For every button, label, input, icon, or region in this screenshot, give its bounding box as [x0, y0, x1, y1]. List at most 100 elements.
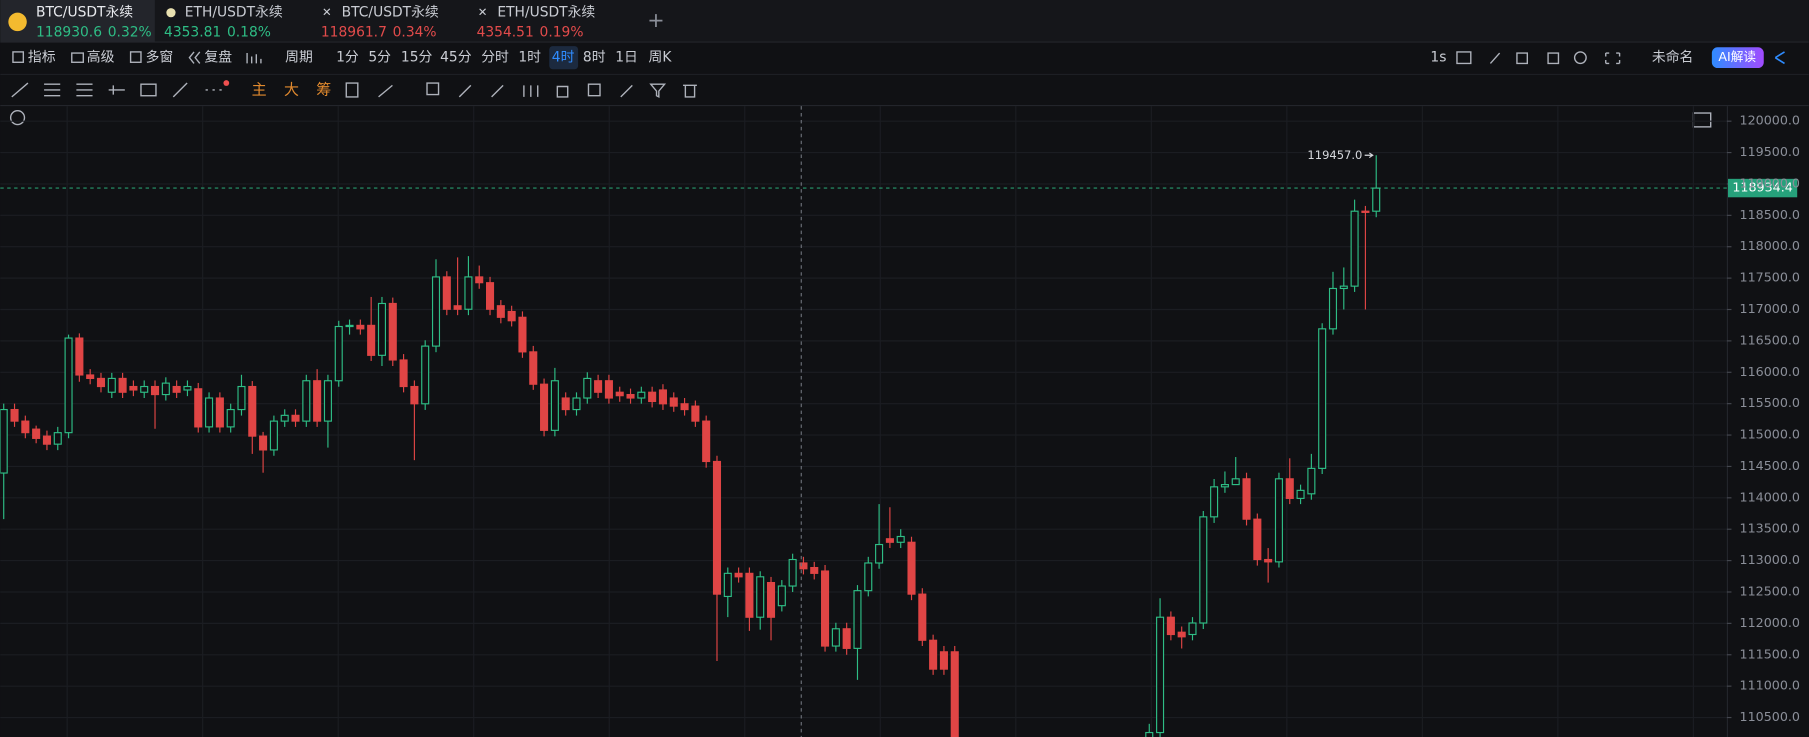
- candle-body: [1318, 328, 1327, 469]
- candle-body: [64, 337, 73, 434]
- y-tick-label: 112000.0: [1740, 615, 1800, 630]
- add-tab[interactable]: +: [647, 8, 664, 32]
- icon[interactable]: [1573, 51, 1587, 65]
- y-tick-label: 119500.0: [1740, 144, 1800, 159]
- period[interactable]: 5分: [368, 50, 391, 66]
- period[interactable]: 1时: [518, 50, 541, 66]
- period[interactable]: 4时: [552, 50, 575, 66]
- period[interactable]: 周K: [649, 50, 673, 66]
- period[interactable]: 45分: [440, 50, 472, 66]
- period[interactable]: 1日: [615, 50, 638, 66]
- tab-symbol[interactable]: BTC/USDT永续: [342, 5, 439, 21]
- share-icon[interactable]: [1774, 51, 1785, 65]
- close-icon[interactable]: ✕: [478, 5, 488, 19]
- draw-icon[interactable]: [426, 82, 697, 99]
- tab-symbol[interactable]: BTC/USDT永续: [36, 5, 133, 21]
- icon[interactable]: [1456, 51, 1621, 65]
- candle-body: [32, 428, 41, 439]
- period[interactable]: 15分: [401, 50, 433, 66]
- candle-body: [86, 374, 95, 380]
- indicator-toggle[interactable]: 主: [252, 80, 267, 98]
- candle-body: [150, 385, 160, 396]
- candle-body: [1242, 478, 1251, 520]
- indicator-toggle[interactable]: 大: [284, 80, 299, 98]
- high-arrow: [1364, 152, 1374, 159]
- toolbar-item[interactable]: 复盘: [204, 49, 232, 66]
- candle-body: [215, 397, 224, 428]
- tab-price: 118961.7: [321, 24, 387, 40]
- draw-icon[interactable]: [140, 83, 157, 97]
- y-tick-label: 118000.0: [1740, 238, 1800, 253]
- candle-body: [237, 385, 246, 411]
- layout-name[interactable]: 未命名: [1652, 49, 1693, 66]
- candle-body: [194, 388, 203, 428]
- y-tick-label: 117500.0: [1740, 270, 1800, 285]
- candle-body: [205, 397, 214, 428]
- y-tick-label: 115000.0: [1740, 427, 1800, 442]
- icon[interactable]: [246, 53, 262, 64]
- icon[interactable]: [71, 52, 84, 63]
- candle-body: [431, 276, 441, 347]
- period[interactable]: 分时: [481, 50, 509, 66]
- candle-body: [950, 651, 959, 737]
- candle-body: [712, 460, 722, 595]
- ai-button[interactable]: AI解读: [1718, 49, 1756, 64]
- toolbar-right[interactable]: 1s: [1430, 50, 1446, 66]
- candle-body: [864, 562, 873, 592]
- candle-body: [280, 414, 289, 422]
- candle-body: [1188, 622, 1197, 636]
- toolbar-item[interactable]: 多窗: [146, 49, 174, 66]
- candle-body: [680, 403, 689, 411]
- period[interactable]: 8时: [583, 50, 606, 66]
- active-period-bg: [549, 46, 579, 70]
- candle-body: [853, 590, 862, 649]
- candle-body: [96, 377, 106, 388]
- candle-body: [486, 282, 495, 310]
- candle-body: [1285, 478, 1294, 499]
- draw-icon[interactable]: [11, 82, 393, 98]
- toolbar-item[interactable]: 指标: [28, 50, 56, 66]
- y-tick-label: 114500.0: [1740, 458, 1800, 473]
- close-icon[interactable]: ✕: [322, 5, 332, 19]
- candle-body: [1166, 616, 1175, 636]
- candle-body: [1307, 467, 1316, 495]
- y-tick-label: 119000.0: [1740, 175, 1800, 190]
- tab-symbol[interactable]: ETH/USDT永续: [497, 5, 595, 21]
- candle-body: [691, 405, 700, 422]
- candle-body: [313, 380, 322, 422]
- candle-body: [453, 305, 462, 310]
- last-price-label: 118934.4: [1732, 180, 1792, 195]
- candle-body: [561, 397, 570, 411]
- toolbar-item[interactable]: 高级: [87, 49, 115, 66]
- ai-button-bg[interactable]: [1711, 47, 1764, 69]
- y-tick-label: 110500.0: [1740, 709, 1800, 724]
- tab-price: 118930.6: [36, 24, 102, 40]
- candle-body: [1264, 558, 1273, 563]
- indicator-toggle[interactable]: 筹: [316, 80, 331, 98]
- icon[interactable]: [129, 51, 142, 63]
- candle-body: [1145, 731, 1154, 737]
- candle-body: [1274, 478, 1283, 563]
- candle-body: [615, 391, 624, 397]
- toolbar-item[interactable]: 周期: [285, 50, 313, 66]
- candle-body: [777, 585, 786, 607]
- candle-body: [518, 316, 527, 353]
- tab-symbol[interactable]: ETH/USDT永续: [185, 5, 283, 21]
- period[interactable]: 1分: [336, 50, 359, 66]
- candle-body: [626, 393, 635, 399]
- candle-body: [702, 420, 711, 463]
- candle-body: [939, 651, 948, 670]
- icon[interactable]: [188, 51, 201, 64]
- collapse-icon[interactable]: [9, 110, 26, 126]
- candle-body: [507, 310, 516, 322]
- candle-body: [1210, 486, 1219, 518]
- y-tick-label: 116500.0: [1740, 332, 1800, 347]
- icon[interactable]: [12, 51, 25, 63]
- candle-body: [1177, 631, 1186, 638]
- candle-body: [907, 541, 916, 595]
- badge: [223, 80, 230, 86]
- candle-body: [756, 576, 765, 618]
- candle-body: [821, 570, 830, 647]
- candle-body: [259, 435, 268, 451]
